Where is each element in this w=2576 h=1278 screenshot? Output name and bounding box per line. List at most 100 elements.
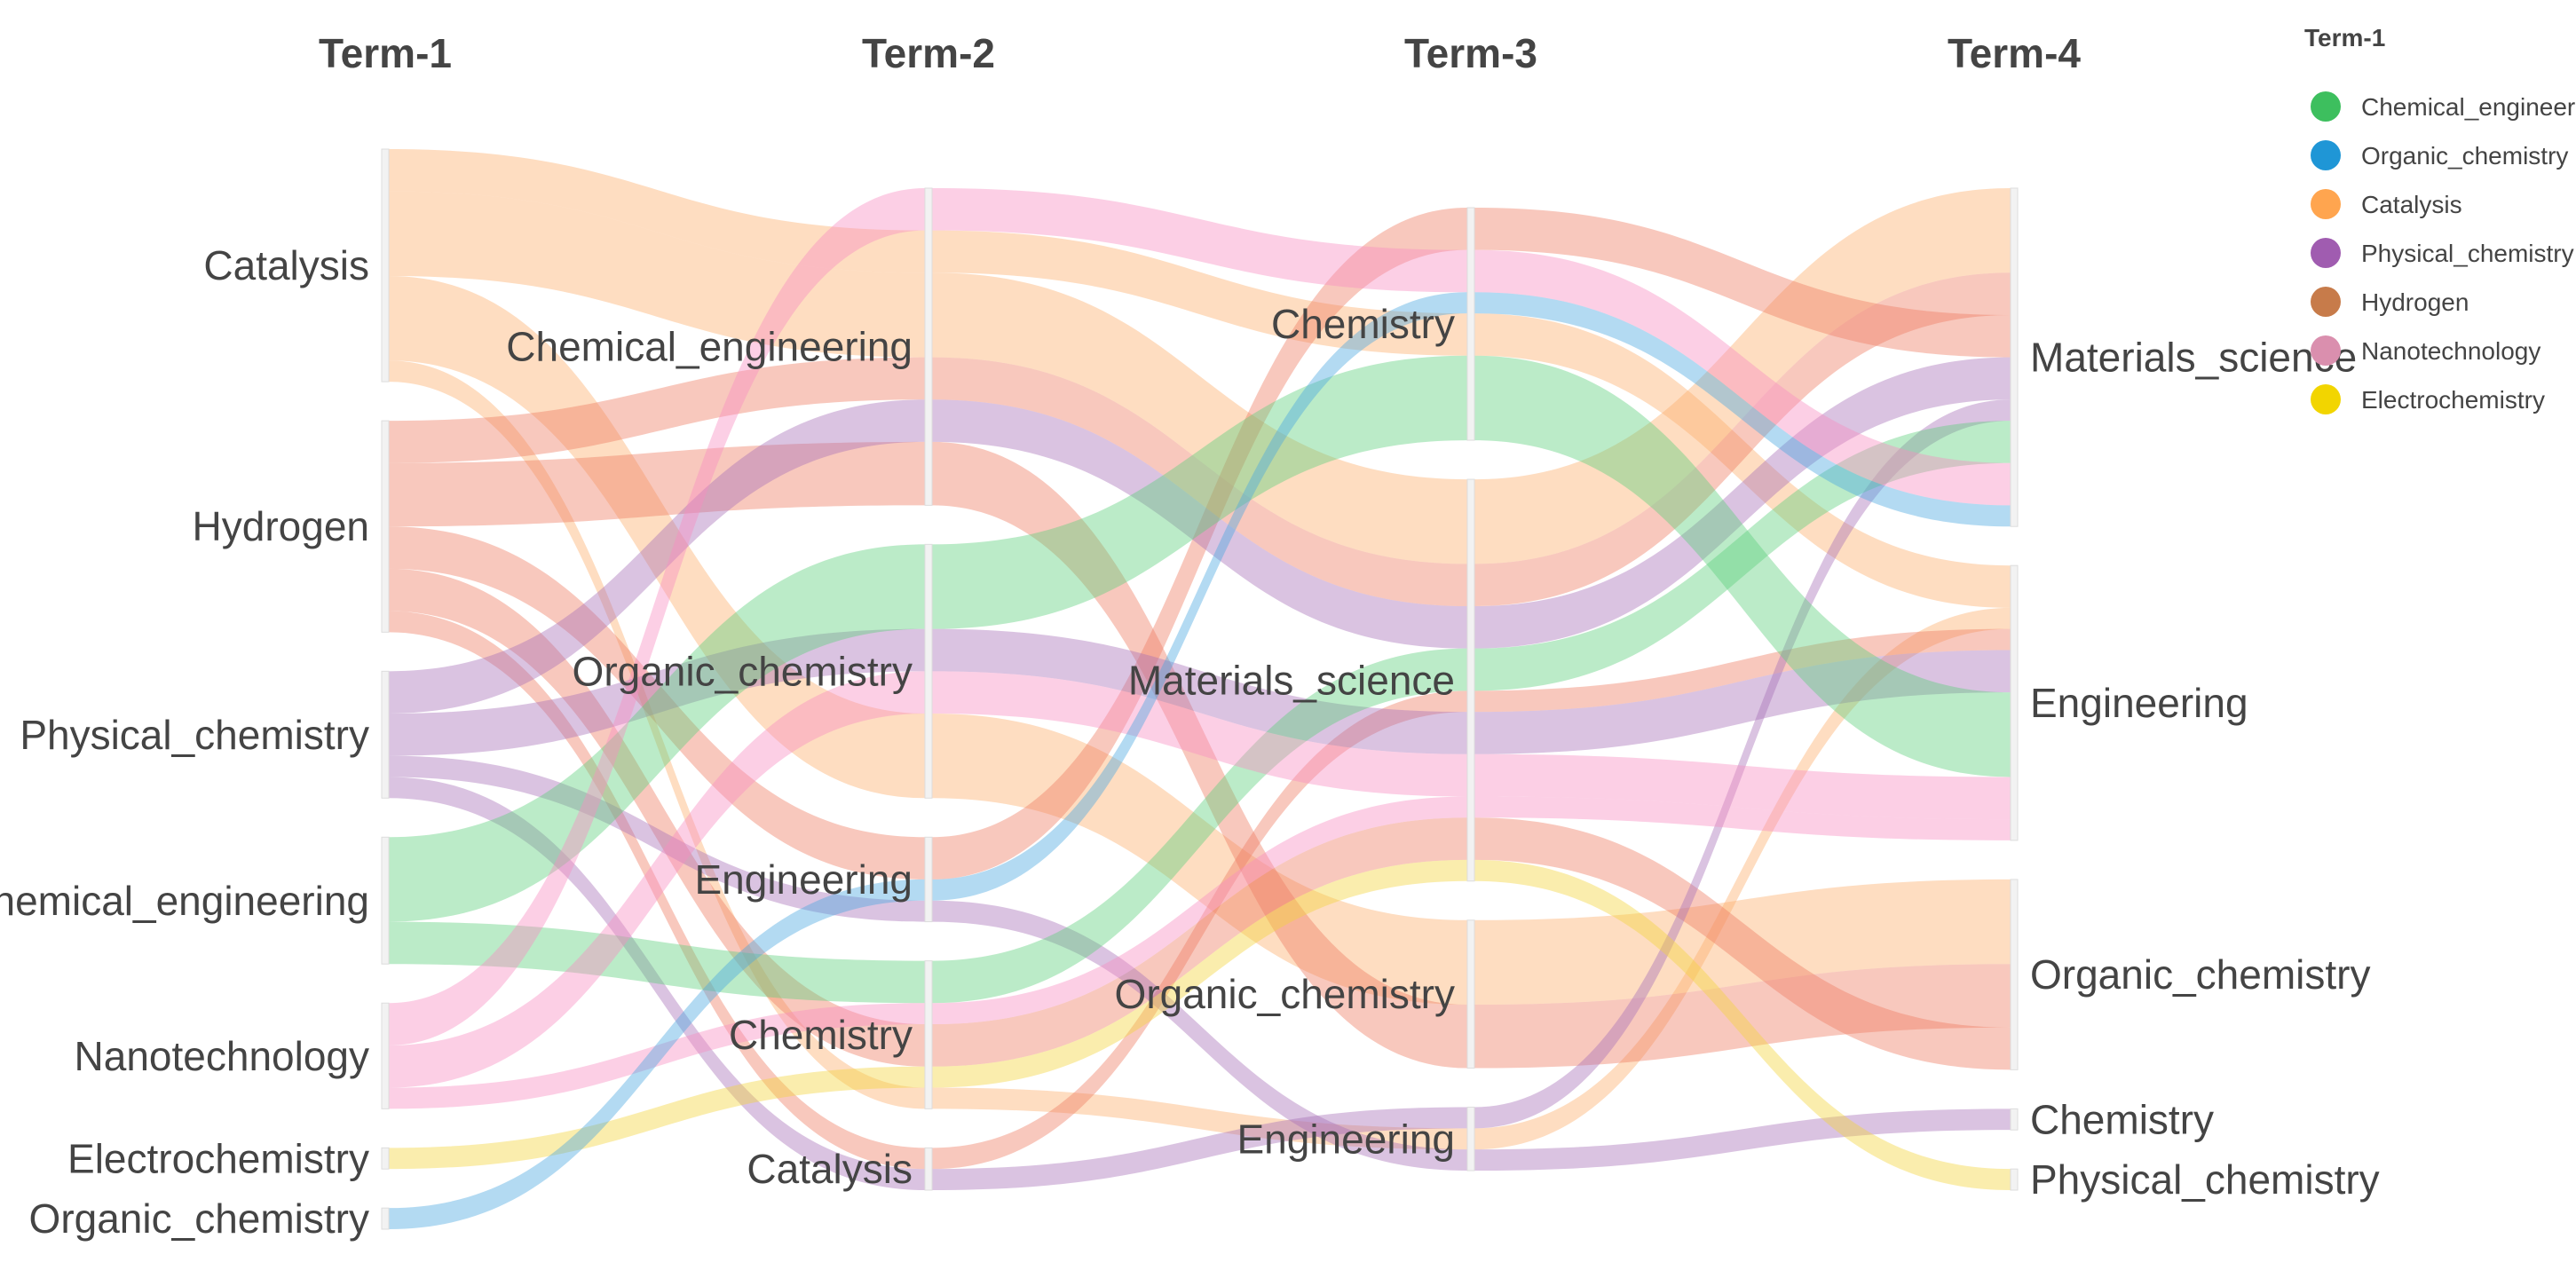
- flow-chemical-engineering-chemistry-to-engineering: [1474, 355, 2011, 777]
- flow-chemical-engineering-chemical-engineering-to-chemistry: [389, 921, 925, 1004]
- label-term-2-chemical-engineering: Chemical_engineering: [506, 324, 913, 370]
- flow-physical-chemistry-physical-chemistry-to-organic-chemistry: [389, 628, 925, 756]
- flow-nanotechnology-materials-science-to-engineering: [1474, 753, 2011, 820]
- legend-swatch-catalysis: [2311, 189, 2341, 219]
- flow-catalysis-catalysis-to-chemical-engineering: [389, 191, 925, 358]
- flow-hydrogen-chemistry-to-materials-science: [1474, 208, 2011, 358]
- node-term-4-organic-chemistry: [2010, 879, 2019, 1070]
- legend-label-electrochemistry: Electrochemistry: [2361, 386, 2545, 414]
- label-term-4-engineering: Engineering: [2030, 680, 2248, 726]
- label-term-1-organic-chemistry: Organic_chemistry: [29, 1195, 369, 1242]
- legend-label-hydrogen: Hydrogen: [2361, 288, 2469, 316]
- flow-nanotechnology-chemistry-to-materials-science: [932, 796, 1467, 1025]
- label-term-1-electrochemistry: Electrochemistry: [67, 1135, 369, 1181]
- axis-title-term-2: Term-2: [862, 30, 995, 76]
- flow-electrochemistry-chemistry-to-materials-science: [932, 859, 1467, 1088]
- node-term-3-chemistry: [1466, 207, 1475, 441]
- node-term-2-chemistry: [924, 960, 933, 1109]
- node-term-3-engineering: [1466, 1107, 1475, 1172]
- node-term-1-physical-chemistry: [381, 670, 390, 799]
- legend-title: Term-1: [2304, 24, 2385, 51]
- flow-organic-chemistry-engineering-to-chemistry: [932, 292, 1467, 901]
- legend-swatch-organic-chemistry: [2311, 140, 2341, 170]
- flow-electrochemistry-electrochemistry-to-chemistry: [389, 1066, 925, 1170]
- label-term-3-organic-chemistry: Organic_chemistry: [1115, 971, 1455, 1017]
- flow-chemical-engineering-organic-chemistry-to-chemistry: [932, 355, 1467, 629]
- flow-hydrogen-materials-science-to-engineering: [1474, 628, 2011, 713]
- label-term-3-chemistry: Chemistry: [1271, 301, 1455, 347]
- flow-catalysis-engineering-to-engineering: [1474, 607, 2011, 1150]
- flow-physical-chemistry-engineering-to-engineering: [932, 900, 1467, 1171]
- node-term-1-catalysis: [381, 148, 390, 383]
- node-term-2-engineering: [924, 836, 933, 923]
- flow-catalysis-catalysis-to-chemical-engineering: [389, 149, 925, 273]
- flow-catalysis-chemical-engineering-to-materials-science: [932, 272, 1467, 564]
- flow-catalysis-catalysis-to-chemistry: [389, 360, 925, 1109]
- flow-hydrogen-chemistry-to-materials-science: [932, 817, 1467, 1067]
- label-term-4-materials-science: Materials_science: [2030, 335, 2357, 381]
- legend-swatch-hydrogen: [2311, 287, 2341, 317]
- flow-hydrogen-organic-chemistry-to-organic-chemistry: [1474, 964, 2011, 1069]
- flow-nanotechnology-chemistry-to-materials-science: [1474, 249, 2011, 506]
- node-term-3-materials-science: [1466, 478, 1475, 882]
- label-term-4-chemistry: Chemistry: [2030, 1096, 2214, 1142]
- label-term-1-hydrogen: Hydrogen: [193, 503, 369, 549]
- flow-layer: [389, 149, 2011, 1229]
- legend-label-chemical-engineering: Chemical_engineering: [2361, 93, 2576, 121]
- flow-catalysis-chemical-engineering-to-chemistry: [932, 230, 1467, 356]
- flow-hydrogen-materials-science-to-organic-chemistry: [1474, 817, 2011, 1070]
- flow-hydrogen-hydrogen-to-catalysis: [389, 611, 925, 1170]
- flow-physical-chemistry-physical-chemistry-to-engineering: [389, 755, 925, 922]
- flow-chemical-engineering-chemical-engineering-to-organic-chemistry: [389, 544, 925, 922]
- flow-catalysis-chemistry-to-engineering: [932, 1087, 1467, 1150]
- node-term-2-chemical-engineering: [924, 187, 933, 506]
- flow-catalysis-catalysis-to-organic-chemistry: [389, 275, 925, 799]
- flow-catalysis-materials-science-to-materials-science: [1474, 188, 2011, 564]
- flow-hydrogen-materials-science-to-materials-science: [1474, 272, 2011, 607]
- node-term-4-materials-science: [2010, 187, 2019, 527]
- flow-physical-chemistry-physical-chemistry-to-catalysis: [389, 777, 925, 1190]
- flow-nanotechnology-nanotechnology-to-chemical-engineering: [389, 188, 925, 1045]
- legend-swatch-nanotechnology: [2311, 335, 2341, 366]
- flow-chemical-engineering-materials-science-to-materials-science: [1474, 421, 2011, 691]
- legend-swatch-physical-chemistry: [2311, 238, 2341, 268]
- flow-organic-chemistry-organic-chemistry-to-engineering: [389, 879, 925, 1229]
- flow-hydrogen-hydrogen-to-chemical-engineering: [389, 357, 925, 463]
- legend-swatch-chemical-engineering: [2311, 91, 2341, 122]
- node-term-3-organic-chemistry: [1466, 919, 1475, 1069]
- flow-physical-chemistry-materials-science-to-engineering: [1474, 650, 2011, 754]
- label-term-2-chemistry: Chemistry: [729, 1012, 913, 1058]
- label-term-3-engineering: Engineering: [1237, 1116, 1455, 1162]
- node-term-4-chemistry: [2010, 1108, 2019, 1131]
- legend-swatch-electrochemistry: [2311, 384, 2341, 414]
- flow-hydrogen-hydrogen-to-engineering: [389, 526, 925, 880]
- flow-physical-chemistry-engineering-to-chemistry: [1474, 1108, 2011, 1171]
- flow-hydrogen-hydrogen-to-chemistry: [389, 568, 925, 1067]
- flow-physical-chemistry-catalysis-to-engineering: [932, 1107, 1467, 1190]
- flow-nanotechnology-organic-chemistry-to-materials-science: [932, 671, 1467, 797]
- flow-physical-chemistry-physical-chemistry-to-chemical-engineering: [389, 399, 925, 714]
- flow-nanotechnology-nanotechnology-to-organic-chemistry: [389, 671, 925, 1088]
- node-term-4-physical-chemistry: [2010, 1168, 2019, 1191]
- label-term-2-engineering: Engineering: [694, 856, 913, 903]
- flow-physical-chemistry-chemical-engineering-to-materials-science: [932, 399, 1467, 649]
- label-term-3-materials-science: Materials_science: [1128, 657, 1455, 703]
- flow-catalysis-organic-chemistry-to-organic-chemistry: [1474, 879, 2011, 1006]
- flow-hydrogen-engineering-to-chemistry: [932, 208, 1467, 880]
- label-term-1-nanotechnology: Nanotechnology: [75, 1033, 369, 1079]
- label-term-1-physical-chemistry: Physical_chemistry: [20, 712, 369, 758]
- label-term-4-organic-chemistry: Organic_chemistry: [2030, 951, 2370, 998]
- label-term-2-catalysis: Catalysis: [747, 1146, 913, 1192]
- label-term-2-organic-chemistry: Organic_chemistry: [573, 648, 913, 694]
- flow-catalysis-chemistry-to-engineering: [1474, 313, 2011, 608]
- legend-label-catalysis: Catalysis: [2361, 191, 2462, 218]
- flow-hydrogen-hydrogen-to-chemical-engineering: [389, 441, 925, 527]
- legend: Term-1 Chemical_engineering Organic_chemi…: [2304, 24, 2576, 414]
- axis-title-term-3: Term-3: [1404, 30, 1537, 76]
- flow-chemical-engineering-chemistry-to-materials-science: [932, 648, 1467, 1004]
- flow-nanotechnology-materials-science-to-engineering: [1474, 796, 2011, 840]
- flow-organic-chemistry-chemistry-to-materials-science: [1474, 292, 2011, 527]
- node-term-1-electrochemistry: [381, 1147, 390, 1170]
- node-term-4-engineering: [2010, 564, 2019, 841]
